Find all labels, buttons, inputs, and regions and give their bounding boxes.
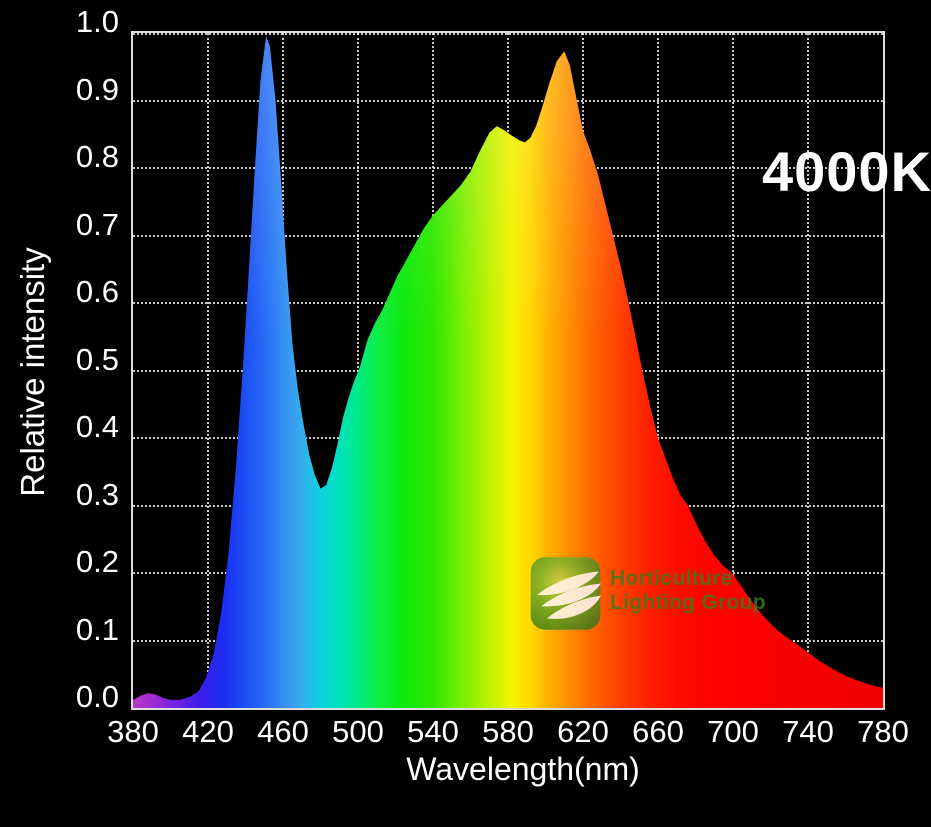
x-tick-label: 500 bbox=[332, 714, 384, 749]
x-tick-label: 420 bbox=[182, 714, 234, 749]
x-axis-ticks: 380 420 460 500 540 580 620 660 700 740 780 bbox=[107, 714, 909, 754]
horticulture-lighting-group-logo: Horticulture Lighting Group bbox=[530, 555, 766, 632]
y-tick-label: 0.9 bbox=[75, 71, 119, 107]
y-tick-label: 0.1 bbox=[75, 611, 119, 647]
y-tick-label: 0.8 bbox=[75, 139, 119, 174]
x-axis-label: Wavelength(nm) bbox=[406, 751, 640, 787]
x-tick-label: 580 bbox=[482, 714, 534, 749]
x-tick-label: 460 bbox=[257, 714, 309, 749]
y-tick-label: 1.0 bbox=[75, 4, 119, 39]
y-tick-label: 0.2 bbox=[75, 544, 119, 579]
x-tick-label: 540 bbox=[407, 714, 459, 749]
y-tick-label: 0.0 bbox=[75, 679, 119, 714]
x-tick-label: 660 bbox=[632, 714, 684, 749]
x-tick-label: 780 bbox=[857, 714, 909, 749]
x-tick-label: 700 bbox=[707, 714, 759, 749]
logo-line-2: Lighting Group bbox=[610, 591, 766, 614]
y-tick-label: 0.4 bbox=[75, 409, 119, 444]
x-tick-label: 740 bbox=[782, 714, 834, 749]
plot-area: Horticulture Lighting Group 4000K bbox=[131, 31, 931, 710]
spectrum-area-series bbox=[133, 36, 883, 708]
y-tick-label: 0.6 bbox=[75, 274, 119, 309]
logo-line-1: Horticulture bbox=[610, 567, 733, 590]
y-tick-label: 0.7 bbox=[75, 206, 119, 242]
y-axis-ticks: 0.0 0.1 0.2 0.3 0.4 0.5 0.6 0.7 0.8 0.9 1.0 bbox=[0, 6, 119, 713]
logo-wordmark: Horticulture Lighting Group bbox=[610, 555, 766, 615]
spectrum-highlight-path bbox=[133, 36, 883, 708]
chart-title-4000k: 4000K bbox=[762, 140, 931, 203]
logo-leaf-badge-icon bbox=[530, 555, 601, 632]
y-tick-label: 0.3 bbox=[75, 476, 119, 512]
y-tick-label: 0.5 bbox=[75, 341, 119, 377]
x-tick-label: 620 bbox=[557, 714, 609, 749]
x-tick-label: 380 bbox=[107, 714, 159, 749]
